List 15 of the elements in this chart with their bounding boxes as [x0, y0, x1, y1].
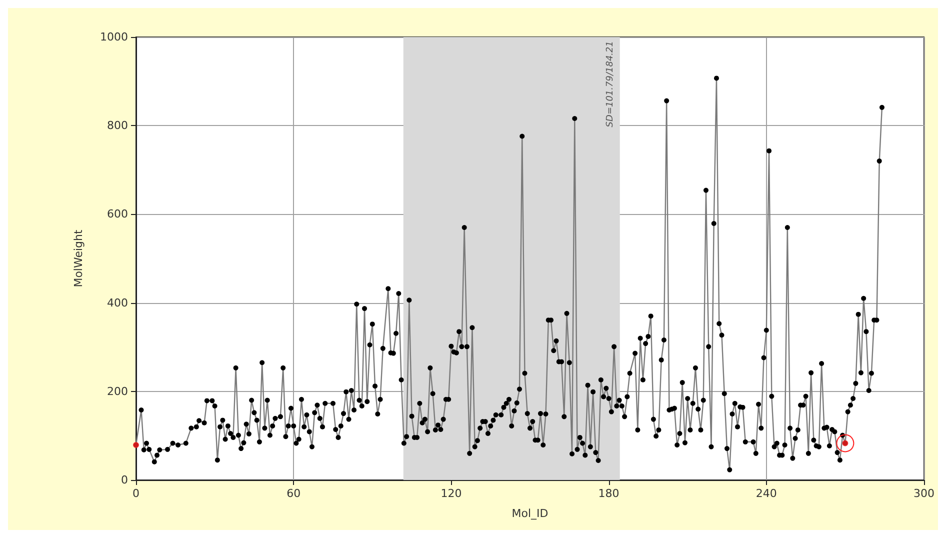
y-tick-label: 1000 — [100, 30, 128, 44]
x-tick-label: 240 — [756, 487, 777, 500]
y-axis-title: MolWeight — [72, 229, 85, 288]
y-tick-label: 600 — [107, 208, 128, 221]
x-tick-label: 120 — [440, 487, 462, 500]
y-tick-label: 400 — [107, 296, 128, 310]
x-tick-label: 180 — [598, 487, 620, 500]
y-tick-label: 200 — [107, 384, 128, 398]
x-tick-label: 0 — [132, 487, 140, 500]
y-tick-label: 800 — [107, 119, 128, 132]
y-tick-label: 0 — [121, 474, 128, 486]
x-tick-label: 300 — [914, 487, 934, 500]
band-label: SD=101.79/184.21 — [605, 41, 616, 128]
x-tick-label: 60 — [286, 487, 301, 500]
x-axis-title: Mol_ID — [512, 507, 548, 520]
